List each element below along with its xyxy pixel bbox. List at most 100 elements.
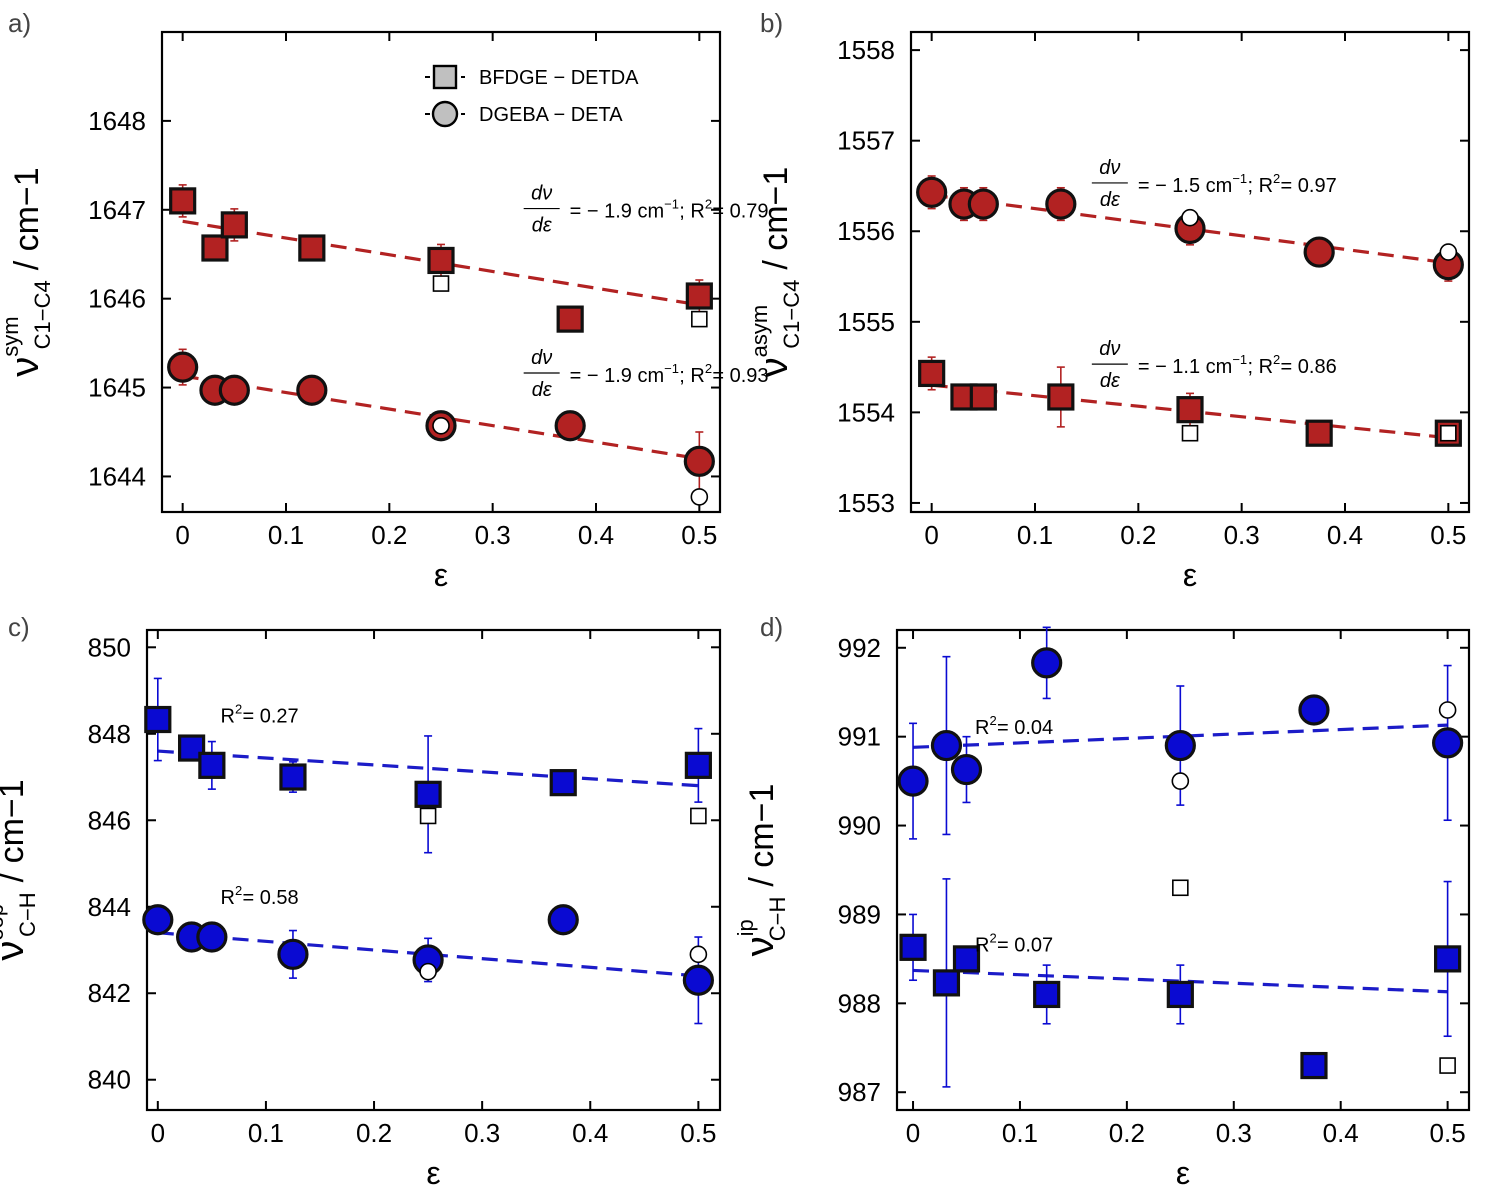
data-point-circle	[296, 374, 328, 406]
fit-line	[912, 723, 1448, 749]
open-marker-circle	[690, 488, 709, 506]
x-axis-label: ε	[1176, 1155, 1190, 1191]
open-marker-circle	[1438, 701, 1457, 719]
series-dgeba-deta	[916, 175, 1464, 282]
data-point-square	[969, 383, 997, 411]
y-label-symbol: ν	[738, 936, 782, 956]
y-label-superscript: asym	[747, 305, 772, 358]
data-point-square	[932, 969, 961, 997]
annotation-superscript: −1	[1232, 171, 1247, 186]
y-tick-label: 840	[88, 1065, 131, 1095]
annotation-superscript: 2	[705, 361, 712, 376]
data-point-square	[1033, 980, 1061, 1009]
y-tick-label: 850	[88, 632, 131, 662]
annotation-text: R	[690, 201, 704, 223]
x-tick-label: 0.1	[1017, 520, 1053, 550]
fraction-denominator: dε	[1100, 189, 1121, 211]
data-point-circle	[1432, 727, 1464, 759]
y-label-superscript: oop	[0, 904, 8, 941]
y-tick-label: 1557	[837, 126, 895, 156]
data-point-square	[144, 705, 172, 734]
y-axis-label: νoop C−H / cm−1	[0, 779, 40, 960]
y-label-superscript: ip	[733, 919, 758, 936]
data-point-square	[220, 211, 248, 239]
y-label-subscript: C−H	[765, 897, 790, 942]
x-tick-label: 0.4	[578, 520, 614, 550]
data-point-square	[899, 933, 927, 961]
annotation-text: = 0.97	[1281, 175, 1337, 197]
open-marker-square	[419, 807, 437, 825]
fit-line	[157, 931, 699, 978]
annotation-superscript: 2	[990, 931, 997, 946]
y-label-unit: / cm−1	[757, 167, 795, 270]
fraction-numerator: dν	[1099, 157, 1120, 179]
annotation-text: R	[975, 717, 989, 739]
data-point-circle	[950, 753, 983, 786]
y-tick-label: 846	[88, 805, 131, 835]
data-point-square	[1434, 945, 1462, 973]
series-bfdge-detda	[144, 677, 712, 854]
fit-annotation: = − 1.9 cm−1 ; R2 = 0.93	[570, 361, 769, 387]
y-label-unit: / cm−1	[0, 779, 31, 882]
y-tick-label: 1555	[837, 307, 895, 337]
y-tick-label: 844	[88, 892, 131, 922]
series-dgeba-deta	[897, 626, 1464, 840]
data-point-circle	[277, 938, 309, 970]
fraction-numerator: dν	[1099, 338, 1120, 360]
y-label-unit: / cm−1	[743, 784, 781, 887]
y-label-symbol: ν	[752, 357, 796, 377]
annotation-superscript: −1	[664, 197, 679, 212]
annotation-superscript: 2	[235, 701, 242, 716]
legend-square-marker	[432, 64, 458, 90]
y-tick-label: 987	[838, 1077, 881, 1107]
data-point-circle	[1303, 236, 1335, 268]
panel-b: b) 0 0.1 0.2 0.3 0.4 0.5 1553 1554 1555 1556 1557 15…	[747, 8, 1471, 593]
annotation-superscript: −1	[1232, 352, 1247, 367]
y-tick-label: 1554	[837, 397, 895, 427]
data-point-circle	[967, 188, 999, 220]
x-axis-label: ε	[434, 557, 448, 593]
fit-annotation: R2 = 0.07	[975, 931, 1053, 957]
open-marker-circle	[419, 962, 437, 981]
data-point-square	[1176, 396, 1204, 424]
open-marker-square	[1181, 424, 1199, 442]
data-point-square	[918, 359, 946, 388]
derivative-fraction: dν dε	[523, 347, 560, 401]
data-point-circle	[196, 921, 228, 953]
series-dgeba-deta	[142, 904, 714, 1025]
annotation-text: = 0.07	[997, 935, 1053, 957]
open-marker-square	[1172, 879, 1189, 897]
legend-label-dgeba: DGEBA − DETA	[479, 104, 623, 126]
y-tick-label: 1644	[88, 461, 146, 491]
y-label-superscript: sym	[0, 316, 23, 356]
legend-circle-marker	[431, 100, 459, 128]
panel-a: a) 0 0.1 0.2 0.3 0.4 0.5 1644 1645 1646 1647 1648 ε ν…	[0, 8, 769, 593]
series-bfdge-detda	[169, 184, 713, 333]
panel-label: d)	[760, 612, 783, 642]
derivative-fraction: dν dε	[1091, 157, 1128, 211]
data-point-circle	[1164, 729, 1196, 762]
x-tick-label: 0.5	[1430, 520, 1466, 550]
fit-annotation: = − 1.1 cm−1 ; R2 = 0.86	[1138, 352, 1337, 378]
y-tick-label: 1645	[88, 373, 146, 403]
data-point-square	[684, 751, 712, 779]
y-tick-label: 1648	[88, 106, 146, 136]
plot-frame	[160, 30, 722, 514]
x-tick-label: 0.3	[1216, 1118, 1252, 1148]
annotation-text: cm	[638, 201, 665, 223]
data-point-circle	[897, 765, 929, 797]
annotation-text: ;	[1247, 356, 1258, 378]
fraction-numerator: dν	[531, 347, 552, 369]
annotation-text: = 0.79	[712, 201, 768, 223]
open-marker-circle	[689, 945, 708, 964]
y-tick-label: 990	[838, 811, 881, 841]
open-marker-circle	[1181, 208, 1199, 227]
data-point-square	[177, 734, 206, 762]
data-point-square	[1166, 980, 1194, 1009]
y-tick-label: 842	[88, 978, 131, 1008]
data-point-circle	[1045, 188, 1077, 220]
data-point-square	[1300, 1051, 1328, 1080]
y-axis-label: νsym C1−C4 / cm−1	[0, 167, 55, 376]
annotation-text: = − 1.9	[570, 365, 638, 387]
y-label-subscript: C−H	[15, 892, 40, 937]
